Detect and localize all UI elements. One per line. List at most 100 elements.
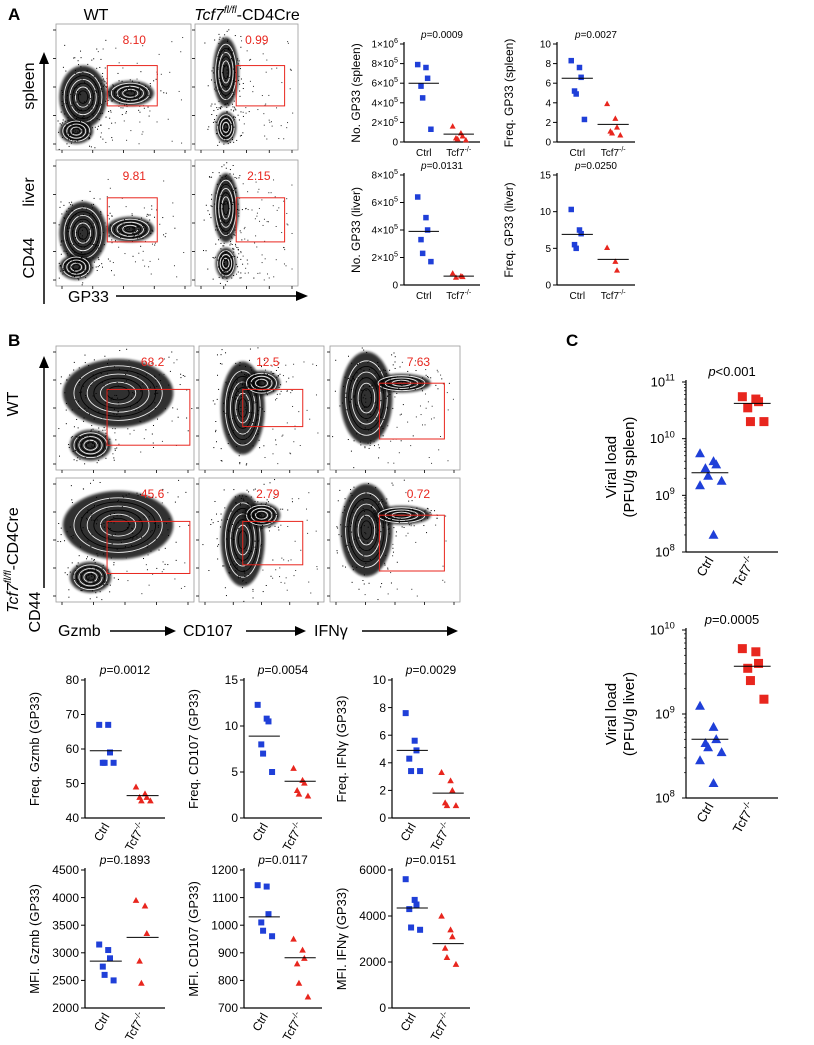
data-point <box>759 417 769 427</box>
data-point <box>449 270 456 276</box>
col-label-ko-base: Tcf7 <box>194 7 225 24</box>
chart-b4: 2000 2500 3000 3500 4000 4500 p=0.1893 MFI. Gzm… <box>27 853 165 1043</box>
data-point <box>132 783 140 790</box>
flow-plot-ticks <box>327 483 455 605</box>
y-tick-label: 4000 <box>359 909 386 923</box>
x-category-label-tcf7: Tcf7-/- <box>446 290 472 303</box>
y-tick-label: 2000 <box>359 955 386 969</box>
data-point <box>260 927 267 934</box>
data-point <box>414 61 421 68</box>
x-category-label-tcf7: Tcf7-/- <box>120 819 149 853</box>
row-label-ko-tail-b: -CD4Cre <box>5 507 22 570</box>
data-point <box>419 95 426 101</box>
y-tick-label: 2 <box>379 784 386 798</box>
y-tick-label-base: 6×10 <box>371 79 394 90</box>
data-point <box>299 946 306 953</box>
y-tick-label-base: 10 <box>650 623 664 638</box>
flow-plot-ko-ifng: 0.72 <box>327 477 461 605</box>
x-category-label-ctrl: Ctrl <box>397 821 418 844</box>
y-tick-label-base: 6×10 <box>371 198 394 209</box>
data-point <box>751 647 761 657</box>
p-value: p=0.0131 <box>420 161 463 172</box>
data-point <box>604 100 611 107</box>
data-point <box>571 241 578 248</box>
data-point <box>406 906 413 913</box>
data-point <box>754 397 764 407</box>
data-point <box>304 993 312 1000</box>
data-point <box>703 742 714 752</box>
data-point <box>573 91 579 97</box>
y-tick-label: 3500 <box>52 918 79 932</box>
panel-label-b: B <box>8 331 20 350</box>
y-tick-label: 80 <box>66 673 80 687</box>
x-category-label-tcf7: Tcf7-/- <box>278 1009 307 1043</box>
data-point <box>423 214 429 221</box>
y-tick-label-base: 10 <box>651 375 665 390</box>
y-tick-label: 15 <box>540 171 552 182</box>
flow-plot-wt-liver: 9.81 <box>53 159 192 289</box>
gate-percentage: 68.2 <box>141 355 165 369</box>
data-point <box>110 977 117 984</box>
y-tick-label-base: 10 <box>655 545 669 560</box>
data-point <box>101 759 108 766</box>
y-tick-label: 70 <box>66 708 80 722</box>
y-tick-label: 40 <box>66 811 80 825</box>
flow-plot-ticks <box>53 351 189 473</box>
data-point <box>411 896 418 903</box>
y-axis-label: Freq. GP33 (spleen) <box>502 39 516 148</box>
y-tick-label: 2000 <box>52 1001 79 1015</box>
data-point <box>414 194 421 200</box>
y-tick-label: 5 <box>545 244 551 255</box>
y-tick-label: 5 <box>231 765 238 779</box>
row-label-wt-b: WT <box>5 391 22 416</box>
y-tick-label: 8 <box>379 701 386 715</box>
data-point <box>402 876 409 883</box>
col-label-ko-tail: -CD4Cre <box>237 7 300 24</box>
data-point <box>290 935 297 942</box>
gate-percentage: 12.5 <box>256 355 280 369</box>
data-point <box>428 126 434 133</box>
data-point <box>443 953 451 960</box>
p-value: p=0.0027 <box>574 30 617 41</box>
data-point <box>147 797 154 804</box>
y-tick-label: 900 <box>218 946 238 960</box>
data-point <box>449 786 456 793</box>
data-point <box>576 64 583 71</box>
gate-percentage: 7.63 <box>407 355 431 369</box>
p-value: p=0.0012 <box>99 663 151 677</box>
data-point <box>258 919 265 926</box>
y-tick-label: 6×105 <box>371 75 398 90</box>
y-tick-label-exp: 5 <box>394 75 398 84</box>
y-tick-label: 8 <box>545 59 551 70</box>
data-point <box>443 802 451 809</box>
axis-arrowhead-x-gzmb <box>165 626 176 636</box>
axis-arrowhead-y-a <box>39 52 49 64</box>
data-point <box>708 529 719 539</box>
data-point <box>143 793 151 800</box>
flow-plot-wt-spleen: 8.10 <box>53 23 192 153</box>
y-tick-label-base: 8×10 <box>371 59 394 70</box>
y-tick-label: 15 <box>225 673 239 687</box>
panel-label-a: A <box>8 5 20 24</box>
data-point <box>452 274 459 280</box>
flow-plot-wt-ifng: 7.63 <box>327 345 461 473</box>
y-tick-label-exp: 5 <box>394 167 398 176</box>
gate-box <box>378 514 445 572</box>
p-value: p=0.0005 <box>704 612 760 627</box>
y-tick-label: 6×105 <box>371 195 398 210</box>
y-tick-label: 109 <box>655 486 675 503</box>
data-point <box>143 930 151 937</box>
data-point <box>708 778 719 788</box>
data-point <box>447 926 454 933</box>
chart-a4: 0 5 10 15 p=0.0250 Freq. GP33 (liver) Ctrl Tcf7… <box>502 161 635 302</box>
data-point <box>304 792 312 799</box>
y-tick-label: 0 <box>379 1001 386 1015</box>
data-point <box>428 258 434 265</box>
data-point <box>269 933 276 940</box>
data-point <box>406 755 413 762</box>
y-tick-label: 1000 <box>211 918 238 932</box>
flow-plot-population <box>57 37 184 150</box>
x-category-label-ctrl: Ctrl <box>249 1011 270 1034</box>
